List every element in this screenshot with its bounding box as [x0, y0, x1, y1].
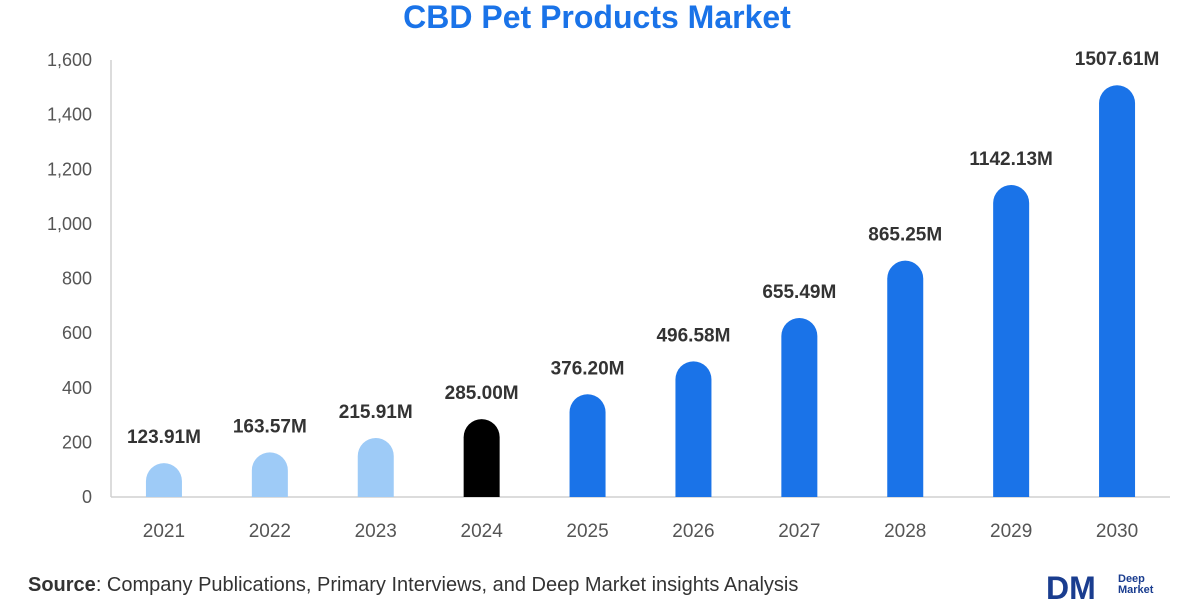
y-tick-labels: 0 200 400 600 800 1,000 1,200 1,400 1,600	[47, 50, 92, 507]
y-tick-label: 400	[62, 378, 92, 398]
x-tick-label: 2021	[143, 521, 185, 542]
bars	[145, 85, 1136, 498]
y-tick-label: 1,600	[47, 50, 92, 70]
bar-2030	[1099, 85, 1136, 498]
bar-2021	[145, 463, 182, 497]
x-tick-label: 2026	[672, 521, 714, 542]
y-tick-label: 0	[82, 487, 92, 507]
bar-2029	[993, 185, 1030, 498]
data-label-2024: 285.00M	[445, 383, 519, 404]
deep-market-logo: DM Deep Market	[1046, 572, 1196, 600]
data-label-2028: 865.25M	[868, 225, 942, 246]
y-tick-label: 1,000	[47, 214, 92, 234]
data-label-2027: 655.49M	[762, 282, 836, 303]
bar-2026	[675, 361, 712, 497]
logo-line-1: Deep	[1118, 573, 1145, 585]
data-label-2023: 215.91M	[339, 402, 413, 423]
data-label-2022: 163.57M	[233, 416, 307, 437]
logo-mark-text: DM	[1046, 572, 1096, 600]
logo-line-2: Market	[1118, 584, 1154, 596]
x-tick-label: 2030	[1096, 521, 1138, 542]
source-label: Source	[28, 574, 96, 596]
y-tick-label: 800	[62, 269, 92, 289]
chart-title: CBD Pet Products Market	[403, 0, 791, 35]
y-tick-label: 600	[62, 323, 92, 343]
x-tick-label: 2025	[566, 521, 608, 542]
source-text: : Company Publications, Primary Intervie…	[95, 574, 799, 596]
bar-2025	[569, 394, 606, 497]
bar-2024	[463, 419, 500, 497]
data-label-2029: 1142.13M	[969, 149, 1052, 170]
x-tick-labels: 2021 2022 2023 2024 2025 2026 2027 2028 2029 2030	[143, 521, 1138, 542]
x-tick-label: 2027	[778, 521, 820, 542]
data-label-2026: 496.58M	[656, 325, 730, 346]
bar-2027	[781, 317, 818, 497]
y-tick-label: 200	[62, 432, 92, 452]
dm-logo-icon: DM	[1046, 572, 1096, 600]
data-label-2030: 1507.61M	[1075, 49, 1160, 70]
bar-2022	[251, 452, 288, 497]
source-note: Source: Company Publications, Primary In…	[28, 574, 798, 597]
bar-2028	[887, 260, 924, 497]
data-label-2021: 123.91M	[127, 427, 201, 448]
x-tick-label: 2024	[461, 521, 504, 542]
data-label-2025: 376.20M	[551, 358, 625, 379]
data-labels: 123.91M 163.57M 215.91M 285.00M 376.20M 496.5…	[127, 49, 1159, 448]
bar-2023	[357, 438, 394, 497]
y-tick-label: 1,200	[47, 159, 92, 179]
x-tick-label: 2022	[249, 521, 291, 542]
x-tick-label: 2029	[990, 521, 1032, 542]
logo-wordmark: Deep Market	[1118, 574, 1153, 596]
x-tick-label: 2028	[884, 521, 926, 542]
x-tick-label: 2023	[355, 521, 397, 542]
y-tick-label: 1,400	[47, 105, 92, 125]
